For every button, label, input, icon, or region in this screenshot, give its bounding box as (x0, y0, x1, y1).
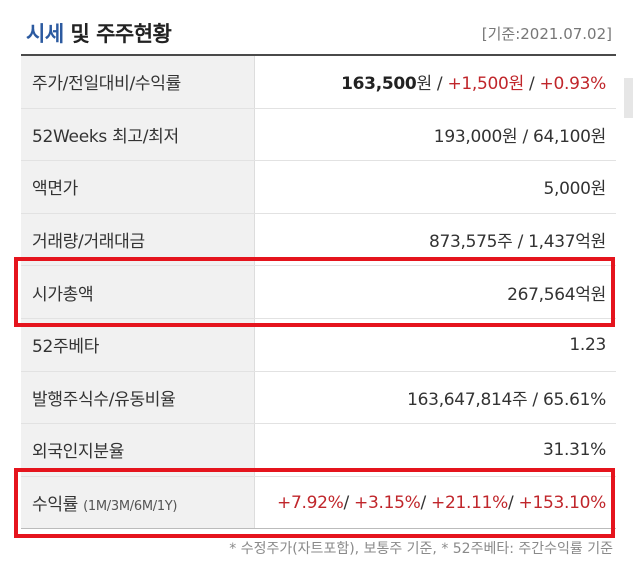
table-row: 시가총액 267,564억원 (21, 265, 616, 319)
price-value-cell: 163,500원 / +1,500원 / +0.93% (254, 56, 616, 109)
price-unit: 원 (416, 74, 432, 95)
row-value: 163,647,814주 / 65.61% (254, 371, 616, 425)
table-row: 52주베타 1.23 (21, 318, 616, 372)
separator: / (523, 74, 540, 95)
table-top-border (21, 54, 616, 56)
row-value: 267,564억원 (254, 265, 616, 319)
row-label: 수익률 (1M/3M/6M/1Y) (21, 476, 255, 530)
row-label: 주가/전일대비/수익률 (21, 56, 255, 109)
return-1m: +7.92% (277, 492, 344, 513)
section-title-rest: 및 주주현황 (70, 22, 172, 46)
table-row: 주가/전일대비/수익률 163,500원 / +1,500원 / +0.93% (21, 56, 616, 109)
highlight-box-returns (14, 468, 615, 538)
returns-period-label: (1M/3M/6M/1Y) (83, 499, 178, 515)
section-title-accent: 시세 (26, 22, 64, 46)
table-row: 외국인지분율 31.31% (21, 423, 616, 477)
row-value: 5,000원 (254, 160, 616, 214)
row-label: 52주베타 (21, 318, 255, 372)
row-label: 시가총액 (21, 265, 255, 319)
return-6m: +21.11% (431, 492, 508, 513)
footnote: * 수정주가(자트포함), 보통주 기준, * 52주베타: 주간수익률 기준 (229, 541, 613, 557)
highlight-box-market-cap (14, 257, 615, 327)
quote-table: 주가/전일대비/수익률 163,500원 / +1,500원 / +0.93% … (21, 56, 616, 530)
price-change: +1,500원 (447, 74, 524, 95)
table-row: 수익률 (1M/3M/6M/1Y) +7.92%/ +3.15%/ +21.11… (21, 476, 616, 530)
table-row: 52Weeks 최고/최저 193,000원 / 64,100원 (21, 108, 616, 162)
separator: / (420, 492, 431, 513)
row-label: 52Weeks 최고/최저 (21, 108, 255, 162)
return-1y: +153.10% (518, 492, 607, 513)
table-bottom-border (21, 528, 616, 529)
returns-value-cell: +7.92%/ +3.15%/ +21.11%/ +153.10% (254, 476, 616, 530)
separator: / (431, 74, 448, 95)
row-label: 발행주식수/유동비율 (21, 371, 255, 425)
row-value: 31.31% (254, 423, 616, 477)
section-title: 시세 및 주주현황 (26, 18, 172, 48)
returns-label: 수익률 (32, 495, 79, 516)
row-value: 193,000원 / 64,100원 (254, 108, 616, 162)
row-value: 1.23 (254, 318, 616, 372)
row-label: 액면가 (21, 160, 255, 214)
section-header: 시세 및 주주현황 [기준:2021.07.02] (26, 18, 612, 50)
table-row: 발행주식수/유동비율 163,647,814주 / 65.61% (21, 371, 616, 425)
separator: / (343, 492, 354, 513)
return-3m: +3.15% (354, 492, 421, 513)
price-change-rate: +0.93% (539, 74, 607, 95)
table-row: 액면가 5,000원 (21, 160, 616, 214)
basis-date: [기준:2021.07.02] (481, 25, 612, 43)
current-price: 163,500 (341, 74, 417, 95)
row-label: 외국인지분율 (21, 423, 255, 477)
scrollbar-thumb[interactable] (624, 78, 633, 118)
separator: / (507, 492, 519, 513)
